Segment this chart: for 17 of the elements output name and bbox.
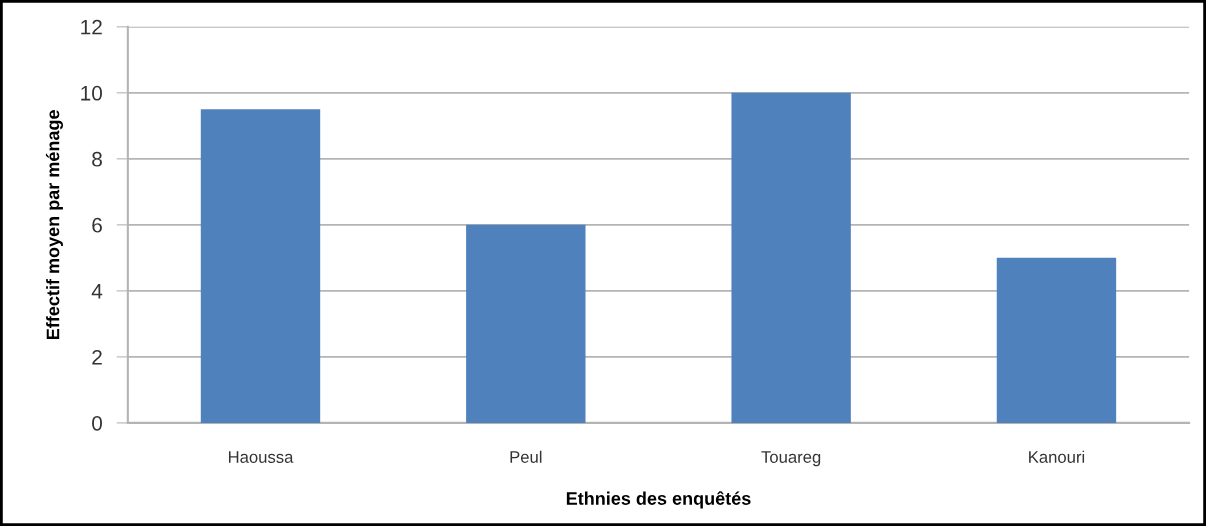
bar xyxy=(200,109,321,423)
x-tick-label: Peul xyxy=(510,450,542,463)
bar xyxy=(466,224,586,423)
bar xyxy=(731,92,851,423)
y-tick-label: 6 xyxy=(92,217,102,233)
x-tick-label: Haoussa xyxy=(228,451,294,463)
y-tick-label: 0 xyxy=(92,415,103,431)
x-tick-label: Kanouri xyxy=(1029,450,1085,463)
y-axis-title: Effectif moyen par ménage xyxy=(45,110,63,340)
x-tick-label: Touareg xyxy=(761,451,821,467)
y-tick-label: 12 xyxy=(81,19,102,35)
y-tick-label: 4 xyxy=(91,284,103,299)
y-tick-label: 2 xyxy=(92,349,102,365)
x-axis-title: Ethnies des enquêtés xyxy=(566,491,751,509)
y-tick-label: 10 xyxy=(81,85,103,101)
y-tick-label: 8 xyxy=(92,151,102,167)
bar xyxy=(996,257,1117,423)
